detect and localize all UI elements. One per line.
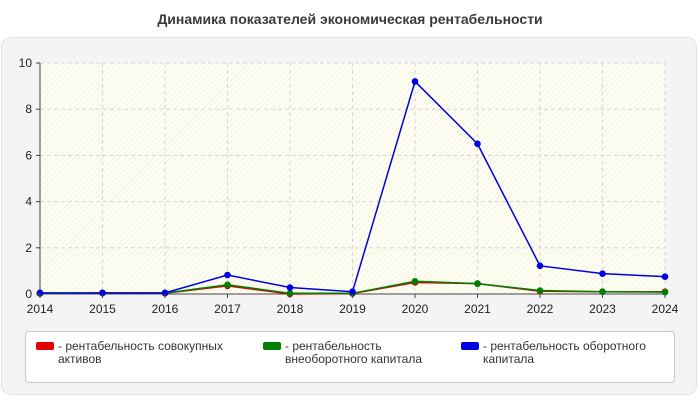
- x-tick-label: 2016: [152, 302, 179, 316]
- x-tick-label: 2018: [277, 302, 304, 316]
- legend-label-series-2: - рентабельность внеоборотного капитала: [285, 339, 422, 366]
- data-point: [411, 277, 419, 285]
- chart-title: Динамика показателей экономическая рента…: [157, 11, 543, 27]
- y-tick-label: 0: [25, 287, 32, 301]
- y-tick-label: 10: [19, 56, 33, 70]
- series-3: [36, 78, 669, 297]
- data-point: [474, 280, 481, 287]
- legend-swatch-series-3: [461, 342, 479, 350]
- data-point: [474, 140, 481, 148]
- data-point: [661, 273, 669, 280]
- legend-swatch-series-2: [263, 342, 281, 350]
- data-point: [99, 289, 106, 297]
- y-tick-label: 6: [25, 148, 32, 162]
- x-tick-label: 2019: [339, 302, 366, 316]
- data-point: [536, 262, 544, 270]
- legend-swatch-series-1: [36, 342, 54, 350]
- line-chart: 0 2 4 6 8 10 2014 2015 2016 2017 2018 2019 2020 2021 2…: [19, 56, 679, 316]
- data-point: [286, 284, 294, 291]
- y-tick-label: 4: [25, 195, 32, 209]
- data-point: [286, 290, 294, 297]
- data-point: [661, 288, 669, 296]
- data-point: [224, 281, 231, 289]
- y-tick-label: 2: [25, 241, 32, 255]
- x-tick-label: 2014: [27, 302, 54, 316]
- x-tick-label: 2020: [402, 302, 429, 316]
- data-point: [536, 287, 544, 294]
- data-point: [224, 271, 231, 279]
- x-tick-label: 2015: [89, 302, 116, 316]
- data-point: [411, 78, 419, 85]
- x-tick-label: 2022: [527, 302, 554, 316]
- x-tick-label: 2023: [589, 302, 616, 316]
- x-tick-label: 2021: [464, 302, 491, 316]
- data-point: [161, 289, 169, 297]
- x-tick-label: 2017: [214, 302, 241, 316]
- y-tick-label: 8: [25, 102, 32, 116]
- legend-label-series-3: - рентабельность оборотного капитала: [483, 339, 646, 366]
- legend-item-series-1: - рентабельность совокупных активов: [36, 340, 246, 366]
- legend: - рентабельность совокупных активов - ре…: [25, 331, 675, 383]
- legend-label-series-1: - рентабельность совокупных активов: [58, 339, 223, 366]
- x-tick-label: 2024: [652, 302, 679, 316]
- legend-item-series-3: - рентабельность оборотного капитала: [461, 340, 671, 366]
- data-point: [599, 270, 606, 277]
- data-point: [599, 288, 606, 295]
- data-point: [349, 288, 356, 295]
- legend-item-series-2: - рентабельность внеоборотного капитала: [263, 340, 453, 366]
